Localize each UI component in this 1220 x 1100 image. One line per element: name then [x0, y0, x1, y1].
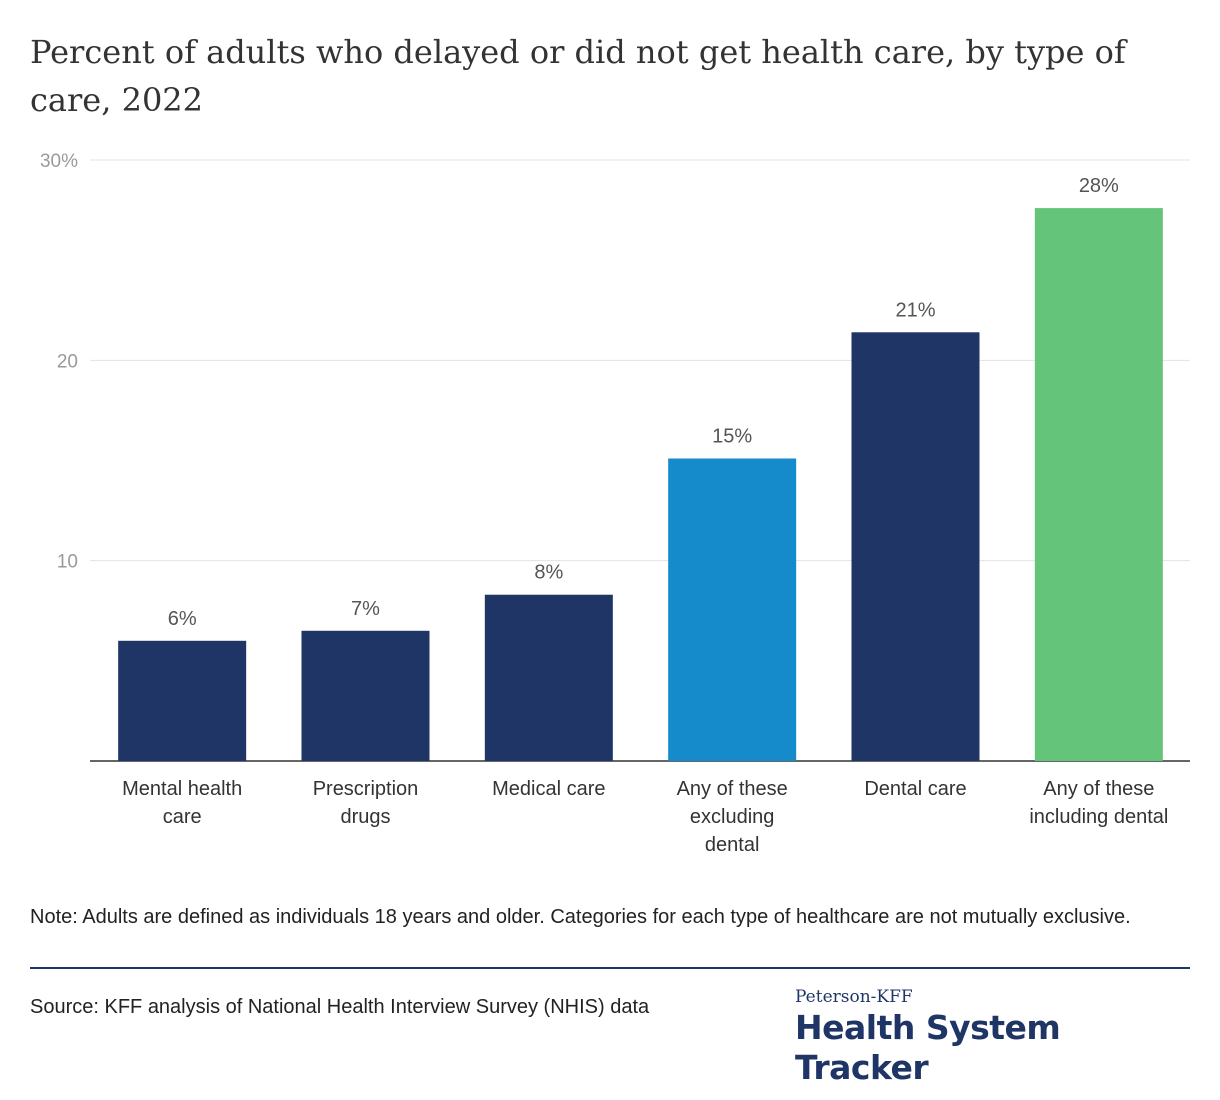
- bar: [668, 458, 797, 761]
- chart-title: Percent of adults who delayed or did not…: [30, 33, 1126, 119]
- x-tick-label: Prescription: [313, 778, 419, 800]
- y-tick-label: 30%: [40, 151, 78, 172]
- x-tick-label: Mental health: [122, 778, 242, 800]
- data-label: 7%: [351, 598, 380, 620]
- data-label: 6%: [168, 608, 197, 630]
- data-label: 28%: [1079, 175, 1119, 197]
- bar-chart: 30% 20 10 6% Mental health care 7% Prescription…: [40, 151, 1190, 856]
- y-tick-label: 10: [57, 552, 78, 573]
- x-tick-label: Medical care: [492, 778, 605, 800]
- bar: [118, 640, 247, 761]
- x-tick-label: drugs: [340, 806, 390, 828]
- x-tick-label: Any of these: [677, 778, 788, 800]
- logo-bottom-text: Health System Tracker: [795, 1008, 1061, 1087]
- bar: [1034, 208, 1163, 761]
- chart-note: Note: Adults are defined as individuals …: [30, 906, 1131, 928]
- bar: [484, 594, 613, 761]
- footer-divider: [30, 967, 1190, 969]
- data-label: 21%: [895, 299, 935, 321]
- x-tick-label: care: [163, 806, 202, 828]
- bar: [301, 630, 430, 761]
- data-label: 8%: [534, 562, 563, 584]
- x-tick-label: excluding: [690, 806, 775, 828]
- logo-top-text: Peterson-KFF: [795, 987, 913, 1007]
- brand-logo[interactable]: Peterson-KFF Health System Tracker: [795, 986, 1190, 1088]
- x-tick-label: Any of these: [1043, 778, 1154, 800]
- x-tick-label: dental: [705, 834, 760, 856]
- data-label: 15%: [712, 425, 752, 447]
- y-tick-label: 20: [57, 351, 78, 372]
- bar: [851, 332, 980, 761]
- x-tick-label: including dental: [1029, 806, 1168, 828]
- x-tick-label: Dental care: [864, 778, 966, 800]
- chart-source: Source: KFF analysis of National Health …: [30, 996, 650, 1018]
